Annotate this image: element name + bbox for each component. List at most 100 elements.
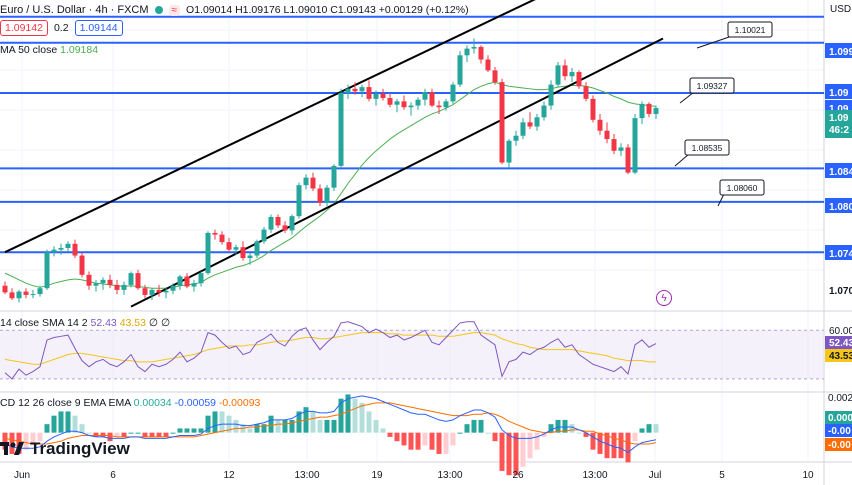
candle: [457, 51, 463, 88]
annotation-label: 1.10021: [735, 25, 766, 35]
price-tag: [825, 198, 852, 213]
time-label: 26: [512, 470, 524, 481]
macd-axis-label: 0.002: [828, 393, 852, 404]
candle: [51, 246, 57, 257]
macd-value: -0.00059: [174, 397, 216, 409]
macd-hist-bar: [142, 432, 148, 437]
macd-hist-bar: [51, 415, 57, 433]
candle: [303, 174, 309, 190]
candles: [2, 38, 659, 303]
candle-body: [478, 46, 484, 60]
time-axis: Jun 6 12 13:00 19 13:00 26 13:00 Jul 5 10: [14, 470, 814, 481]
macd-hist-bar: [443, 432, 449, 454]
candle-body: [9, 292, 15, 299]
candle-body: [198, 273, 204, 284]
macd-hist-bar: [394, 432, 400, 442]
macd-hist-bar: [422, 432, 428, 446]
candle-body: [387, 98, 393, 105]
candle: [121, 281, 127, 295]
candle-body: [408, 105, 414, 108]
macd-hist-bar: [191, 428, 197, 433]
macd-hist-bar: [247, 428, 253, 433]
macd-hist-bar: [604, 432, 610, 459]
candle-body: [611, 139, 617, 151]
candle: [513, 130, 519, 146]
candle-body: [142, 288, 148, 295]
candle-body: [149, 289, 155, 295]
candle: [30, 289, 36, 299]
candle-body: [429, 92, 435, 106]
time-label: Jun: [14, 470, 30, 481]
macd-hist-bar: [65, 411, 71, 433]
sma-value: 1.09184: [60, 44, 99, 56]
candle-body: [72, 243, 78, 256]
price-axis: 1.0991.091.091.0841.0801.0741.0701.0946:…: [825, 43, 852, 451]
rsi-axis-tag: [825, 349, 852, 362]
candle-body: [261, 229, 267, 242]
candle: [100, 277, 106, 290]
candle-body: [191, 283, 197, 287]
time-label: 19: [371, 470, 383, 481]
macd-hist-bar: [100, 432, 106, 437]
buy-price[interactable]: 1.09144: [74, 20, 123, 36]
candle-body: [513, 135, 519, 141]
candle-body: [576, 72, 582, 87]
channel-line: [130, 37, 664, 308]
candle-body: [422, 92, 428, 100]
candle: [520, 118, 526, 140]
bolt-icon[interactable]: ϟ: [656, 290, 672, 306]
candle: [576, 70, 582, 89]
rsi-label: 14 close SMA 14 2: [0, 317, 88, 329]
macd-hist-bar: [352, 398, 358, 433]
macd-legend[interactable]: CD 12 26 close 9 EMA EMA 0.00034 -0.0005…: [0, 397, 260, 409]
wave-icon[interactable]: ≈: [168, 4, 181, 16]
sell-price[interactable]: 1.09142: [0, 20, 48, 36]
candle: [436, 100, 442, 114]
candle: [450, 82, 456, 104]
macd-hist-bar: [23, 432, 29, 450]
candle: [562, 59, 568, 81]
candle-body: [177, 276, 183, 286]
price-tag: [825, 245, 852, 260]
macd-hist-bar: [282, 419, 288, 433]
candle-body: [485, 59, 491, 71]
candle-body: [324, 187, 330, 203]
candle: [331, 164, 337, 192]
sma-legend[interactable]: MA 50 close 1.09184: [0, 44, 98, 56]
macd-signal-line: [4, 402, 657, 445]
candle-body: [555, 65, 561, 85]
candle: [107, 274, 113, 289]
macd-hist-bar: [338, 398, 344, 433]
candle-body: [618, 147, 624, 151]
macd-hist-value: 0.00034: [133, 397, 172, 409]
candle-body: [282, 225, 288, 231]
macd-hist-bar: [205, 415, 211, 433]
rsi-extra: ∅ ∅: [148, 317, 171, 329]
candle: [653, 105, 659, 119]
candle-body: [226, 242, 232, 250]
candle: [583, 82, 589, 102]
macd-hist-bar: [632, 432, 638, 442]
macd-hist-bar: [121, 432, 127, 437]
candle-body: [534, 117, 540, 127]
candle: [324, 185, 330, 207]
rsi-line: [4, 321, 657, 380]
annotation-leader: [717, 193, 725, 207]
macd-hist-bar: [597, 432, 603, 454]
rsi-legend[interactable]: 14 close SMA 14 2 52.43 43.53 ∅ ∅: [0, 317, 170, 329]
candle-body: [44, 252, 50, 289]
currency-label: USD: [830, 4, 852, 15]
macd-hist-bar: [233, 419, 239, 433]
macd-hist-bar: [79, 424, 85, 433]
candle-body: [23, 291, 29, 295]
candle-body: [121, 284, 127, 290]
candle-body: [366, 87, 372, 99]
tradingview-logo[interactable]: TradingView: [0, 439, 130, 459]
candle: [632, 113, 638, 175]
macd-hist-bar: [639, 428, 645, 433]
candle: [380, 88, 386, 101]
candle-body: [639, 103, 645, 119]
candle: [618, 143, 624, 156]
current-price-tag: [825, 110, 852, 138]
